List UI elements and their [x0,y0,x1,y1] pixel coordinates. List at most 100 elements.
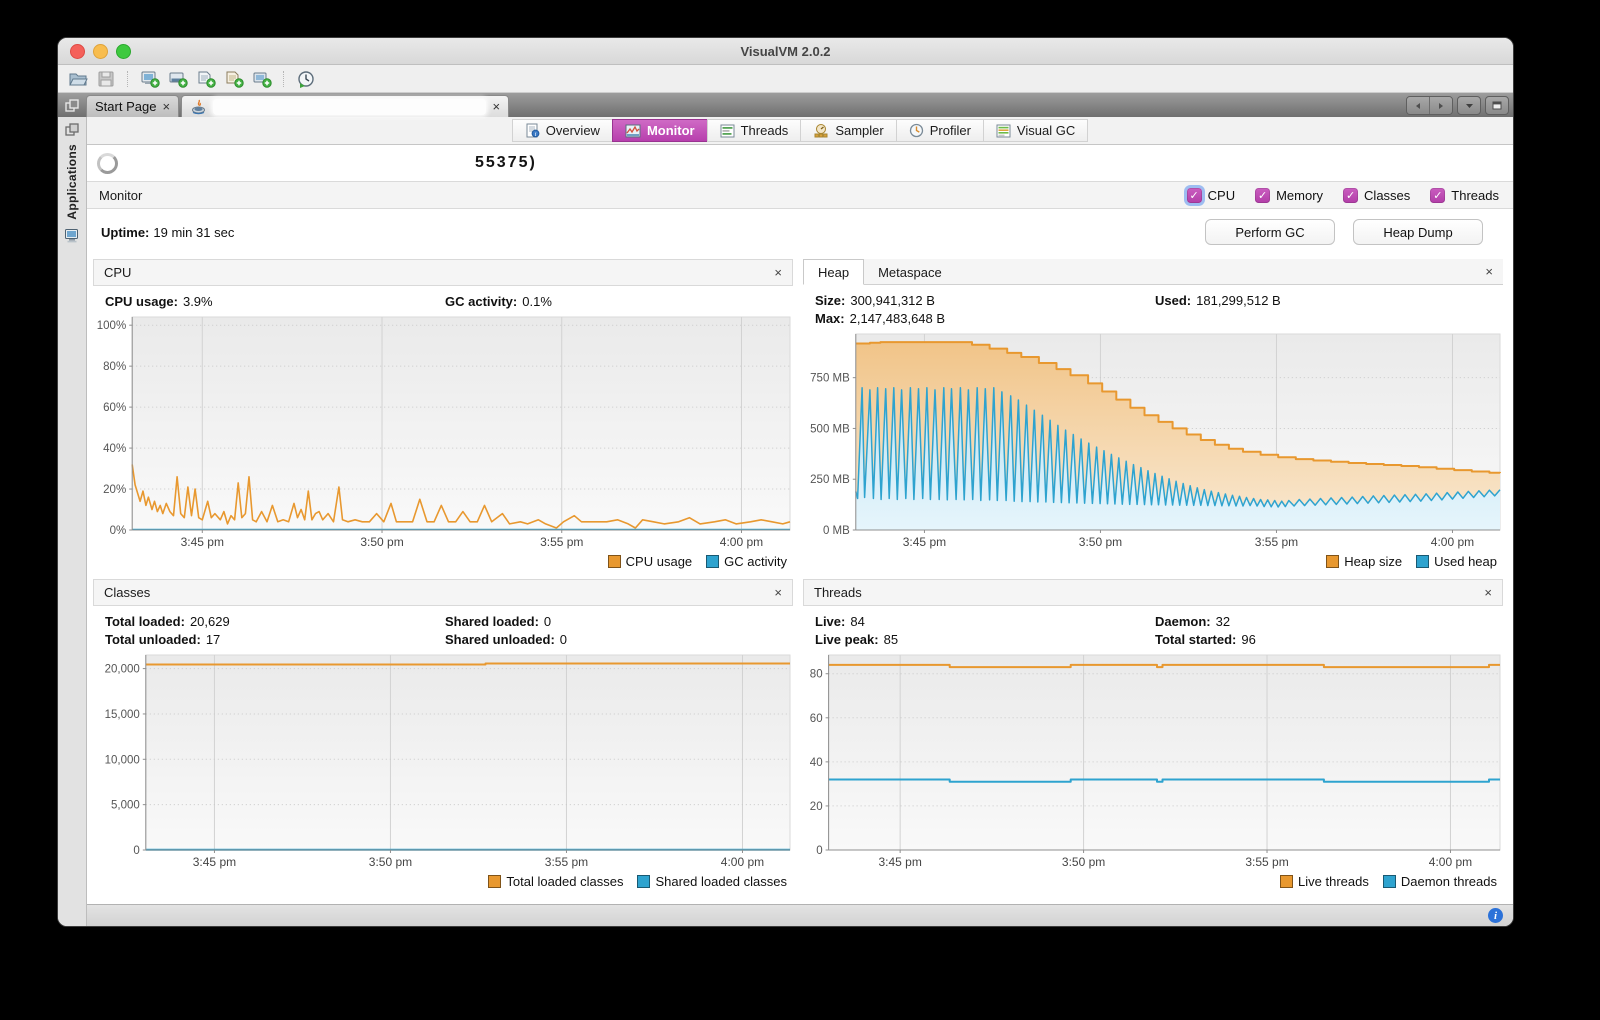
legend-item: Used heap [1416,554,1497,569]
add-vm-coredump-icon[interactable] [194,68,218,90]
snapshot-timer-icon[interactable] [294,68,318,90]
save-icon[interactable] [94,68,118,90]
sidebar-item-applications[interactable]: Applications [65,144,79,220]
svg-text:15,000: 15,000 [105,708,140,720]
close-icon[interactable]: × [162,99,171,114]
add-snapshot-icon[interactable] [250,68,274,90]
threads-checkbox[interactable]: Threads [1430,187,1499,203]
classes-checkbox[interactable]: Classes [1343,187,1410,203]
scroll-tabs-left-button[interactable] [1407,97,1429,114]
classes-chart: 0 5,000 10,000 15,000 20,000 3:45 pm 3:50 pm 3:… [93,649,793,871]
cpu-checkbox[interactable]: CPU [1186,187,1235,203]
tab-threads[interactable]: Threads [706,119,801,142]
zoom-window-button[interactable] [116,43,131,59]
svg-text:80%: 80% [103,361,126,373]
svg-text:3:45 pm: 3:45 pm [181,535,224,549]
close-icon[interactable]: × [1485,264,1493,279]
computer-monitor-icon[interactable] [64,228,81,244]
chevron-left-icon [1416,102,1420,109]
restore-group-icon[interactable] [58,93,86,117]
legend-swatch-icon [637,874,651,888]
uptime-value: 19 min 31 sec [153,224,235,240]
close-icon[interactable]: × [774,265,782,280]
application-title-fragment: 55375) [475,154,537,171]
scroll-tabs-right-button[interactable] [1429,97,1452,114]
redacted-tab-label [213,98,487,115]
svg-text:20: 20 [810,800,823,812]
tab-start-page[interactable]: Start Page × [86,95,180,117]
svg-text:3:50 pm: 3:50 pm [369,855,412,869]
svg-text:20,000: 20,000 [105,663,140,675]
tab-overview[interactable]: i Overview [511,119,612,142]
heap-dump-button[interactable]: Heap Dump [1353,219,1483,245]
close-icon[interactable]: × [1484,584,1492,600]
classes-chart-legend: Total loaded classes Shared loaded classe… [93,870,793,892]
monitor-section-title: Monitor [99,187,143,203]
java-icon [192,99,206,114]
tab-heap[interactable]: Heap [803,259,865,285]
svg-text:3:55 pm: 3:55 pm [540,535,583,549]
shared-loaded-stat: Shared loaded: 0 [445,613,552,629]
minimize-window-button[interactable] [93,43,108,59]
svg-text:4:00 pm: 4:00 pm [721,855,764,869]
add-jmx-connection-icon[interactable] [166,68,190,90]
tab-monitor[interactable]: Monitor [611,119,707,142]
add-heap-dump-icon[interactable] [222,68,246,90]
cpu-panel-header: CPU × [93,259,793,286]
main-toolbar [58,65,1513,93]
info-icon[interactable]: i [1488,908,1503,923]
memory-panel-header: Heap Metaspace × [803,259,1503,285]
tab-list-dropdown-button[interactable] [1457,96,1481,115]
tab-metaspace[interactable]: Metaspace [878,264,942,280]
legend-label: Total loaded classes [506,873,624,889]
uptime-row: Uptime: 19 min 31 sec Perform GC Heap Dum… [87,209,1513,255]
threads-chart-legend: Live threads Daemon threads [803,870,1503,892]
svg-text:4:00 pm: 4:00 pm [720,535,763,549]
svg-text:40%: 40% [103,443,126,455]
cpu-panel-title: CPU [104,265,132,280]
svg-text:3:50 pm: 3:50 pm [1062,855,1105,869]
cpu-chart-svg: 0% 20% 40% 60% 80% 100% 3:45 pm 3:50 pm 3:55 pm 4… [97,316,791,549]
threads-panel-header: Threads × [803,578,1503,606]
threads-chart: 0 20 40 60 80 3:45 pm 3:50 pm 3:55 pm 4:00 pm [803,649,1503,871]
svg-text:3:50 pm: 3:50 pm [1079,535,1122,549]
status-bar: i [87,904,1513,926]
dock-applications-icon[interactable] [65,123,79,136]
tab-profiler[interactable]: Profiler [895,119,983,142]
svg-text:60: 60 [810,712,823,724]
threads-icon [720,124,735,137]
shared-unloaded-stat: Shared unloaded: 0 [445,631,568,647]
tab-sampler[interactable]: Sampler [800,119,896,142]
svg-text:3:55 pm: 3:55 pm [1245,855,1288,869]
tab-current-application[interactable]: × [181,95,510,117]
close-icon[interactable]: × [774,584,782,600]
svg-text:80: 80 [810,668,823,680]
legend-swatch-icon [1280,874,1294,888]
legend-swatch-icon [607,555,621,568]
legend-swatch-icon [1382,874,1396,888]
svg-text:10,000: 10,000 [105,754,140,766]
load-snapshot-icon[interactable] [66,68,90,90]
tab-start-page-label: Start Page [95,99,157,114]
close-icon[interactable]: × [492,99,501,114]
uptime-label: Uptime: [101,224,150,240]
close-window-button[interactable] [70,43,85,59]
svg-text:750 MB: 750 MB [810,373,850,385]
maximize-view-button[interactable] [1485,96,1509,115]
legend-label: Live threads [1298,873,1369,889]
daemon-threads-stat: Daemon: 32 [1155,613,1231,629]
window-title: VisualVM 2.0.2 [740,43,831,59]
svg-text:3:45 pm: 3:45 pm [903,535,946,549]
legend-label: Shared loaded classes [655,873,787,889]
add-local-application-icon[interactable] [138,68,162,90]
classes-panel: Classes × Total loaded: 20,629 Shared loa… [93,578,793,893]
chevron-right-icon [1439,102,1443,109]
visualvm-window: VisualVM 2.0.2 [57,37,1514,927]
legend-item: CPU usage [607,554,692,569]
legend-label: Daemon threads [1400,873,1497,889]
tab-visual-gc[interactable]: Visual GC [982,119,1089,142]
checkbox-checked-icon [1255,187,1271,203]
memory-checkbox[interactable]: Memory [1255,187,1323,203]
perform-gc-button[interactable]: Perform GC [1205,219,1335,245]
